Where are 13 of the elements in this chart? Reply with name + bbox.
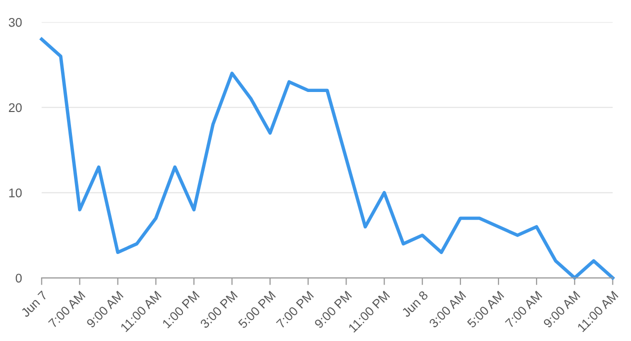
x-tick-label: Jun 7 [20, 290, 48, 318]
y-tick-label: 20 [8, 103, 22, 112]
y-tick-label: 0 [16, 274, 22, 283]
x-tick-label: 5:00 PM [238, 290, 276, 329]
x-tick-label: 5:00 AM [466, 290, 504, 328]
x-tick-label: 3:00 AM [428, 290, 466, 328]
y-tick-label: 30 [8, 18, 22, 27]
x-tick-label: Jun 8 [401, 290, 428, 318]
y-tick-label: 10 [9, 188, 22, 198]
x-tick-label: 7:00 AM [48, 290, 86, 328]
x-tick-label: 3:00 PM [200, 290, 238, 329]
x-tick-label: 7:00 AM [504, 290, 542, 328]
x-tick-label: 7:00 PM [276, 290, 314, 329]
